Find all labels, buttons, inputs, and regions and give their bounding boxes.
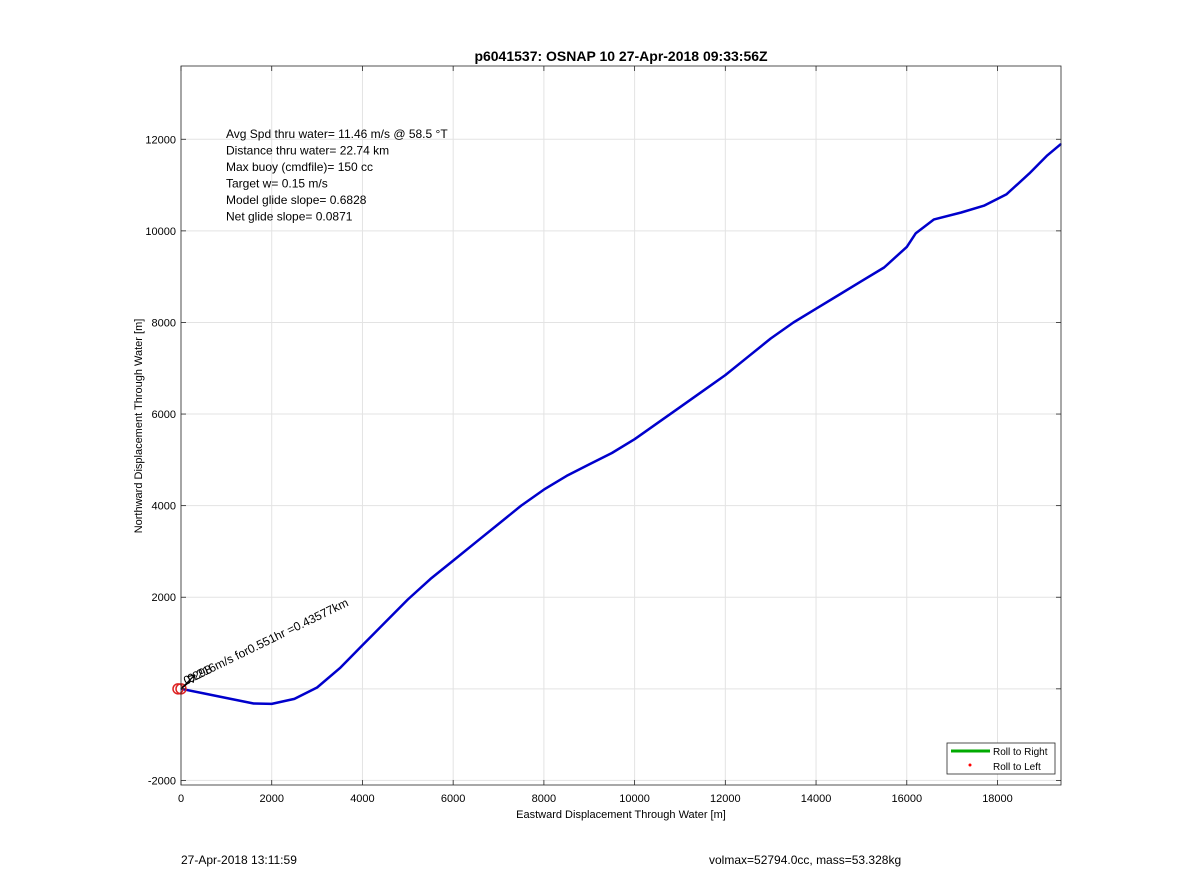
track-point [543,489,545,491]
track-point [407,598,409,601]
stat-line: Avg Spd thru water= 11.46 m/s @ 58.5 °T [226,127,448,141]
track-point [565,475,568,477]
x-tick-label: 4000 [350,793,374,805]
stats-annotations: Avg Spd thru water= 11.46 m/s @ 58.5 °T D… [226,127,448,224]
track-point [883,266,885,269]
x-tick-label: 8000 [532,793,556,805]
track-point [611,452,613,454]
stat-line: Net glide slope= 0.0871 [226,210,353,224]
track-point [252,702,255,705]
grid [180,66,1061,785]
track-point [475,541,477,543]
plot-area [181,66,1061,785]
vector-arrow-2 [180,680,192,690]
y-tick-label: 6000 [152,409,176,421]
legend: Roll to Right Roll to Left [946,742,1056,775]
chart-title: p6041537: OSNAP 10 27-Apr-2018 09:33:56Z [474,48,768,64]
footer-mass: volmax=52794.0cc, mass=53.328kg [709,853,901,867]
stat-line: Distance thru water= 22.74 km [226,144,389,158]
track-point [915,232,917,234]
track-point [361,644,364,646]
x-tick-label: 6000 [441,793,465,805]
x-axis-label: Eastward Displacement Through Water [m] [516,809,726,821]
y-tick-label: -2000 [148,775,176,787]
x-tick-label: 14000 [801,793,832,805]
legend-box [946,742,1056,775]
track-point [384,621,386,624]
track-point [702,390,704,392]
legend-swatch-roll-left [968,763,972,767]
track-point [316,686,318,689]
track-point [906,246,908,248]
track-point [429,578,432,580]
track-point [452,559,454,562]
y-axis-label: Northward Displacement Through Water [m] [133,319,145,534]
track-point [634,438,636,440]
x-ticks: 0 2000 4000 6000 8000 10000 12000 14000 16000 180… [178,66,1013,805]
track-point [838,294,840,296]
track-point [293,698,296,700]
stat-line: Max buoy (cmdfile)= 150 cc [226,160,373,174]
y-tick-label: 8000 [152,317,176,329]
track-point [203,692,205,695]
x-tick-label: 12000 [710,793,741,805]
stat-line: Model glide slope= 0.6828 [226,193,367,207]
track-point [339,667,341,669]
x-tick-label: 10000 [619,793,650,805]
track-point [656,422,658,424]
track-point [225,697,227,699]
footer-date: 27-Apr-2018 13:11:59 [181,853,297,867]
x-tick-label: 0 [178,793,184,805]
track-point [724,374,726,376]
track-point [792,321,794,324]
stat-line: Target w= 0.15 m/s [226,177,328,191]
track-point [983,205,985,207]
track-point [933,218,935,221]
x-tick-label: 2000 [259,793,283,805]
track-point [1028,173,1030,175]
plot-frame [180,65,1062,786]
legend-label-roll-right: Roll to Right [993,747,1048,758]
vector-arrowhead [186,674,196,683]
track-point [497,523,500,525]
track-point [1046,154,1048,156]
y-tick-label: 4000 [152,501,176,513]
y-ticks: -2000 2000 4000 6000 8000 10000 12000 [145,134,1061,787]
track-point [860,280,863,282]
track-point [770,337,772,340]
track-point [747,356,749,358]
y-tick-label: 2000 [152,592,176,604]
x-tick-label: 16000 [891,793,922,805]
x-tick-label: 18000 [982,793,1013,805]
legend-label-roll-left: Roll to Left [993,762,1041,773]
track-point [815,308,817,310]
series-layer [180,142,1062,706]
track-point [588,463,590,466]
track-point [520,505,522,507]
track-point [1005,193,1008,195]
track-point [271,703,273,705]
y-tick-label: 10000 [145,226,176,238]
track-point [960,211,962,214]
track-point [679,406,681,408]
y-tick-label: 12000 [145,134,176,146]
